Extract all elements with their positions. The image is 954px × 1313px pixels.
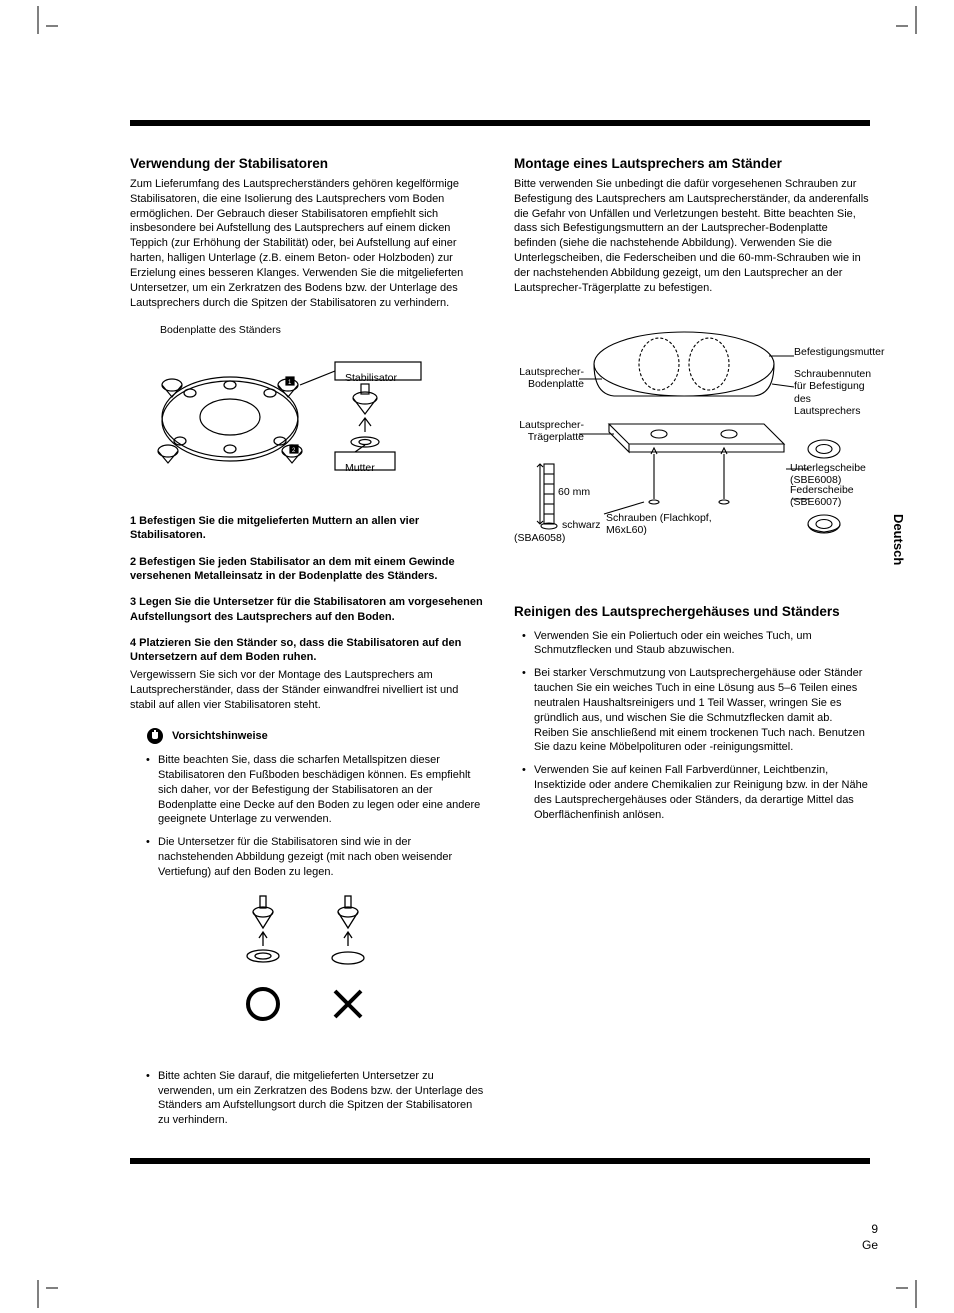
fig1-label-nut: Mutter	[345, 462, 375, 475]
fig3-label-sba: (SBA6058)	[514, 532, 565, 545]
cleaning-bullet-2: Bei starker Verschmutzung von Lautsprech…	[522, 666, 870, 755]
page-lang: Ge	[862, 1238, 878, 1254]
fig3-label-nut: Befestigungsmutter	[794, 346, 884, 359]
left-column: Verwendung der Stabilisatoren Zum Liefer…	[130, 156, 486, 1128]
para-after-step4: Vergewissern Sie sich vor der Montage de…	[130, 668, 486, 713]
fig3-label-screws: Schrauben (Flachkopf, M6xL60)	[606, 512, 726, 537]
caution-bullet-2: Die Untersetzer für die Stabilisatoren s…	[146, 835, 486, 880]
caution-heading: Vorsichtshinweise	[172, 730, 268, 742]
para-stabilizers-intro: Zum Lieferumfang des Lautsprecherständer…	[130, 177, 486, 311]
heading-cleaning: Reinigen des Lautsprechergehäuses und St…	[514, 604, 870, 621]
cleaning-bullet-3: Verwenden Sie auf keinen Fall Farbverdün…	[522, 763, 870, 822]
fig1-label-baseplate: Bodenplatte des Ständers	[160, 324, 486, 337]
caution-icon	[146, 727, 164, 745]
caution-bullet-3: Bitte achten Sie darauf, die mitgeliefer…	[146, 1069, 486, 1128]
right-column: Montage eines Lautsprechers am Ständer B…	[514, 156, 870, 1128]
fig3-label-60mm: 60 mm	[558, 486, 590, 499]
fig3-label-carrier: Lautsprecher-Trägerplatte	[514, 419, 584, 444]
figure-baseplate: Bodenplatte des Ständers	[130, 324, 486, 502]
fig3-label-black: schwarz	[562, 519, 601, 532]
fig3-label-groove: Schraubennuten für Befestigung des Lauts…	[794, 368, 876, 418]
fig1-label-stabilizer: Stabilisator	[345, 372, 397, 385]
para-mounting-intro: Bitte verwenden Sie unbedingt die dafür …	[514, 177, 870, 296]
page-footer: 9 Ge	[862, 1222, 878, 1253]
fig3-label-bottomplate: Lautsprecher-Bodenplatte	[514, 366, 584, 391]
caution-bullet-1: Bitte beachten Sie, dass die scharfen Me…	[146, 753, 486, 827]
figure-correct-incorrect	[130, 894, 486, 1059]
language-tab: Deutsch	[891, 514, 906, 565]
heading-mounting: Montage eines Lautsprechers am Ständer	[514, 156, 870, 173]
figure-mounting: Lautsprecher-Bodenplatte Lautsprecher-Tr…	[514, 324, 870, 564]
heading-stabilizers: Verwendung der Stabilisatoren	[130, 156, 486, 173]
bottom-rule	[130, 1158, 870, 1164]
step-1: 1 Befestigen Sie die mitgelieferten Mutt…	[130, 514, 486, 543]
top-rule	[130, 120, 870, 126]
step-2: 2 Befestigen Sie jeden Stabilisator an d…	[130, 555, 486, 584]
cleaning-bullet-1: Verwenden Sie ein Poliertuch oder ein we…	[522, 629, 870, 659]
page-content: Verwendung der Stabilisatoren Zum Liefer…	[130, 120, 870, 1164]
step-4: 4 Platzieren Sie den Ständer so, dass di…	[130, 636, 486, 665]
step-3: 3 Legen Sie die Untersetzer für die Stab…	[130, 595, 486, 624]
fig3-label-spring: Federscheibe (SBE6007)	[790, 484, 870, 509]
page-number: 9	[862, 1222, 878, 1238]
